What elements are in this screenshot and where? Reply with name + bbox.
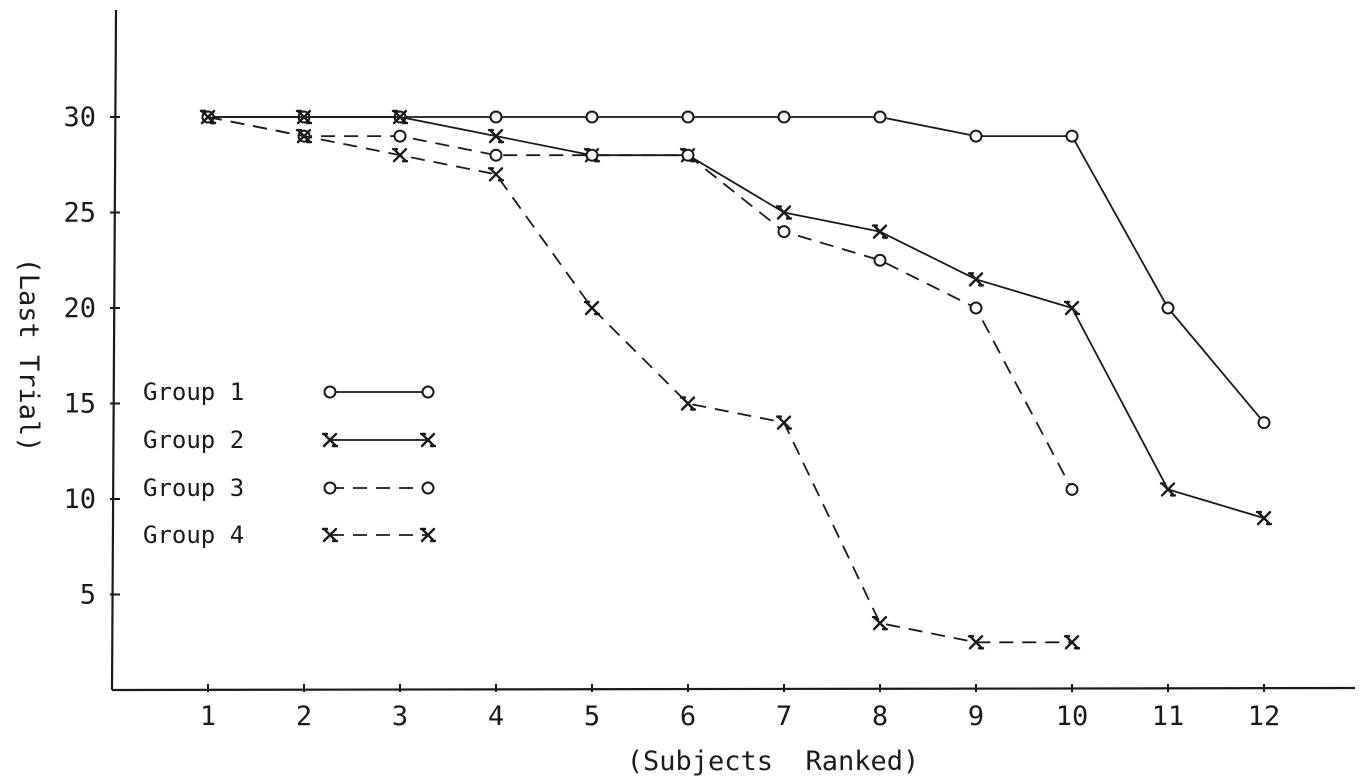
legend-label: Group 2 xyxy=(143,426,244,454)
data-point xyxy=(487,128,505,144)
data-point xyxy=(873,110,887,124)
x-tick-label: 1 xyxy=(200,701,216,732)
series-group-3 xyxy=(201,110,1079,496)
x-tick-label: 10 xyxy=(1056,701,1089,732)
data-point xyxy=(585,148,599,162)
x-axis-line xyxy=(111,686,1356,692)
data-point xyxy=(775,415,793,430)
data-point xyxy=(585,110,599,124)
data-point xyxy=(1257,416,1271,430)
legend-marker xyxy=(421,385,435,399)
legend-marker xyxy=(419,432,437,448)
legend-label: Group 3 xyxy=(143,474,244,502)
series-line-1 xyxy=(208,116,1265,424)
legend-marker xyxy=(419,527,437,543)
data-point xyxy=(1065,129,1079,143)
data-point xyxy=(489,148,503,162)
y-tick-label: 20 xyxy=(63,293,96,324)
legend-marker xyxy=(323,481,337,495)
data-point xyxy=(775,205,793,220)
data-point xyxy=(777,225,791,239)
x-tick-label: 9 xyxy=(968,701,984,732)
legend-label: Group 1 xyxy=(143,378,244,406)
legend-marker xyxy=(321,527,339,543)
y-tick-label: 10 xyxy=(63,484,96,515)
data-point xyxy=(871,615,889,631)
y-tick-label: 25 xyxy=(63,198,96,229)
series-group-2 xyxy=(199,109,1273,526)
legend-marker xyxy=(321,432,339,448)
data-point xyxy=(295,128,313,144)
data-point xyxy=(873,253,887,267)
data-point xyxy=(871,224,889,239)
x-tick-label: 11 xyxy=(1152,701,1185,732)
y-tick-label: 30 xyxy=(63,102,96,133)
data-point xyxy=(295,109,313,125)
x-tick-label: 2 xyxy=(296,701,312,732)
legend-marker xyxy=(323,385,337,399)
x-axis-label: (Subjects Ranked) xyxy=(627,746,920,777)
data-point xyxy=(1161,301,1175,315)
y-axis-label: (Last Trial) xyxy=(13,257,44,452)
series-line-4 xyxy=(207,116,1072,644)
data-point xyxy=(1065,482,1079,496)
data-point xyxy=(1063,635,1081,650)
y-axis-line xyxy=(110,9,118,691)
series-line-3 xyxy=(207,116,1073,490)
data-point xyxy=(393,129,407,143)
data-point xyxy=(391,148,409,163)
data-point xyxy=(1159,482,1177,497)
x-tick-label: 8 xyxy=(872,701,888,732)
y-tick-label: 5 xyxy=(80,580,96,611)
data-point xyxy=(777,110,791,124)
data-point xyxy=(967,635,985,650)
data-point xyxy=(487,167,505,182)
data-point xyxy=(969,301,983,315)
x-tick-label: 3 xyxy=(392,701,408,732)
legend-marker xyxy=(421,481,435,495)
x-tick-label: 6 xyxy=(680,701,696,732)
x-tick-label: 5 xyxy=(584,701,600,732)
data-point xyxy=(1255,510,1273,526)
data-point xyxy=(1063,300,1081,316)
x-tick-label: 12 xyxy=(1248,701,1281,732)
data-point xyxy=(967,272,985,287)
legend: Group 1 Group 2 Group 3 Group 4 xyxy=(143,378,437,549)
data-point xyxy=(681,148,695,162)
data-point xyxy=(199,109,217,125)
data-point xyxy=(681,110,695,124)
series-line-2 xyxy=(208,116,1265,519)
data-point xyxy=(391,109,409,125)
y-tick-label: 15 xyxy=(63,389,96,420)
data-point xyxy=(489,110,503,124)
legend-label: Group 4 xyxy=(143,521,244,549)
series-group-4 xyxy=(199,109,1081,650)
series-layer xyxy=(199,109,1273,650)
x-tick-label: 4 xyxy=(488,701,504,732)
data-point xyxy=(969,129,983,143)
x-tick-label: 7 xyxy=(776,701,792,732)
data-point xyxy=(679,396,697,411)
data-point xyxy=(583,300,601,316)
